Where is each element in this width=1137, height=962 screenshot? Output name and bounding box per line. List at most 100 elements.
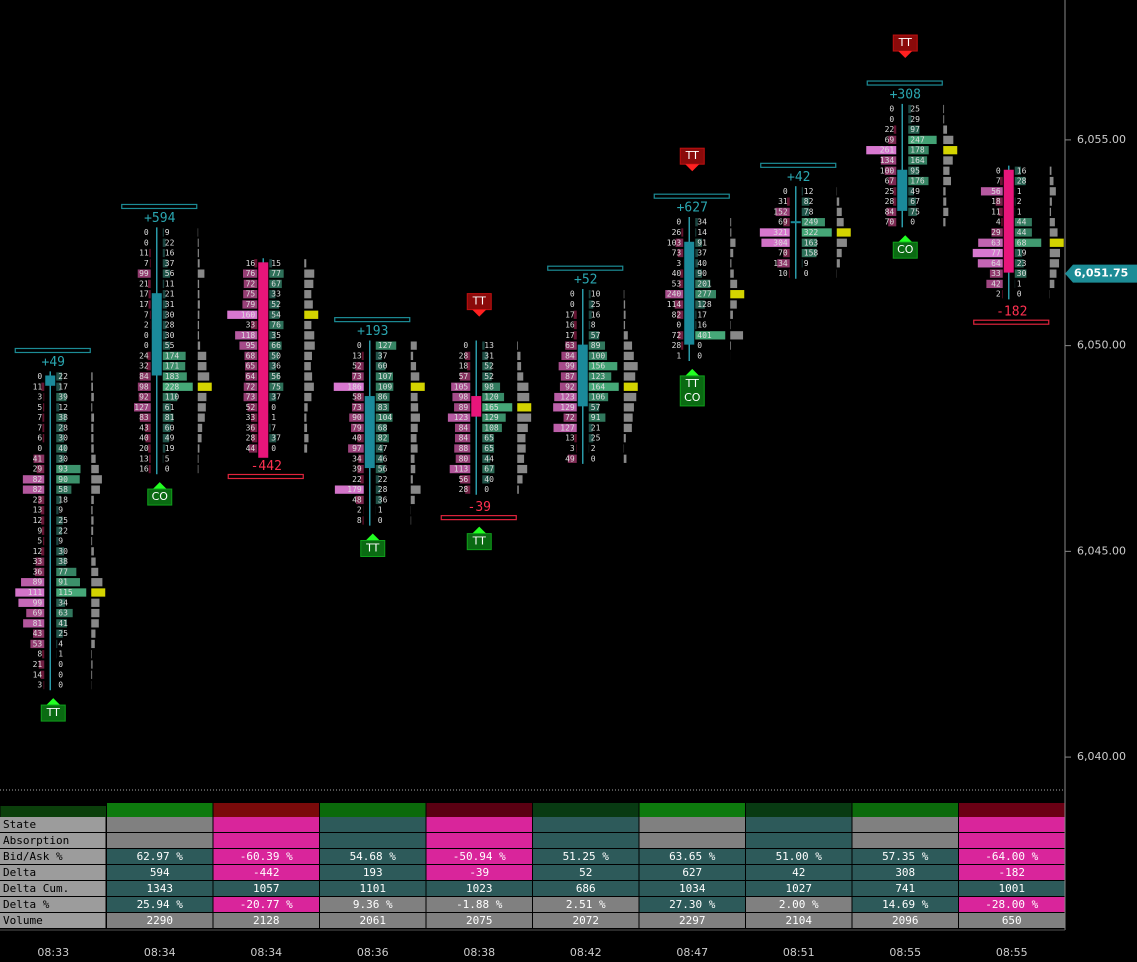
- ask-value: 164: [910, 156, 925, 165]
- bid-bar: [576, 444, 577, 453]
- bid-bar: [148, 444, 151, 453]
- bid-bar: [22, 485, 45, 494]
- state-strip: [426, 803, 532, 817]
- table-cell-value: 2061: [360, 914, 387, 927]
- bid-value: 73: [672, 249, 682, 258]
- volume-profile-bar: [623, 331, 628, 340]
- ask-bar: [801, 259, 803, 268]
- signal-marker: CO: [892, 235, 918, 259]
- ask-value: 164: [591, 382, 606, 391]
- ask-value: 0: [58, 660, 63, 669]
- bid-bar: [40, 506, 45, 515]
- ask-value: 30: [58, 434, 68, 443]
- bid-value: 36: [246, 423, 256, 432]
- bid-bar: [227, 310, 258, 319]
- delta-label: +594: [144, 211, 175, 226]
- bid-value: 134: [880, 156, 895, 165]
- volume-profile-bar: [197, 310, 200, 319]
- bid-value: 17: [565, 310, 575, 319]
- volume-profile-bar: [91, 392, 94, 402]
- ask-bar: [269, 434, 277, 443]
- volume-profile-bar: [91, 608, 100, 618]
- bid-value: 0: [783, 187, 788, 196]
- ask-bar: [269, 259, 273, 268]
- bid-value: 77: [991, 249, 1001, 258]
- bid-bar: [449, 464, 471, 474]
- bid-value: 179: [347, 485, 362, 494]
- bid-value: 69: [33, 609, 43, 618]
- bid-value: 42: [991, 279, 1001, 288]
- bid-bar: [665, 290, 684, 299]
- ask-value: 56: [165, 269, 175, 278]
- table-cell-value: 52: [579, 866, 592, 879]
- bid-bar: [33, 454, 45, 463]
- ask-value: 18: [58, 495, 68, 504]
- ask-value: 40: [697, 259, 707, 268]
- marker-label: TT: [472, 535, 487, 548]
- ask-bar: [162, 413, 174, 422]
- bid-value: 48: [352, 495, 362, 504]
- bid-value: 29: [33, 465, 43, 474]
- bid-value: 72: [672, 331, 682, 340]
- table-cell: [746, 913, 852, 928]
- bid-bar: [677, 310, 684, 319]
- table-cell: [213, 849, 319, 864]
- ask-value: 11: [165, 279, 175, 288]
- ask-bar: [801, 218, 825, 227]
- bid-value: 0: [676, 218, 681, 227]
- ask-bar: [1014, 166, 1021, 175]
- bid-value: 49: [565, 454, 575, 463]
- volume-profile-bar: [517, 423, 528, 433]
- table-cell: [426, 881, 532, 896]
- signal-marker: TT: [892, 34, 918, 59]
- marker-arrow: [46, 698, 61, 706]
- table-row-label: Delta: [3, 866, 36, 879]
- table-cell-value: 2072: [573, 914, 600, 927]
- bid-value: 99: [139, 269, 149, 278]
- ask-value: 52: [484, 372, 494, 381]
- ask-value: 37: [165, 259, 175, 268]
- volume-profile-bar: [623, 300, 626, 309]
- bid-bar: [30, 639, 45, 649]
- table-cell: [320, 833, 426, 848]
- bid-bar: [465, 351, 471, 361]
- x-tick-label: 08:34: [250, 946, 282, 959]
- bid-bar: [460, 475, 471, 484]
- bid-bar: [565, 341, 577, 350]
- bid-value: 28: [885, 197, 895, 206]
- delta-label: +627: [677, 201, 708, 216]
- volume-profile-bar: [91, 485, 100, 494]
- volume-profile-bar: [410, 464, 416, 474]
- ask-bar: [162, 300, 167, 309]
- table-cell: [107, 897, 213, 912]
- volume-profile-bar: [91, 475, 102, 484]
- bid-value: 73: [352, 372, 362, 381]
- table-cell: [213, 913, 319, 928]
- table-cell-value: 2297: [679, 914, 706, 927]
- ask-bar: [1014, 259, 1024, 268]
- ask-value: 30: [58, 454, 68, 463]
- ask-value: 9: [58, 537, 63, 546]
- bid-value: 97: [352, 444, 362, 453]
- table-cell: [959, 833, 1065, 848]
- volume-profile-bar: [730, 310, 733, 319]
- bid-value: 12: [33, 547, 43, 556]
- bid-value: 39: [352, 465, 362, 474]
- ask-bar: [908, 176, 929, 186]
- bid-value: 0: [996, 166, 1001, 175]
- bid-value: 84: [459, 434, 469, 443]
- bid-bar: [786, 197, 790, 206]
- table-cell: [639, 849, 745, 864]
- bid-value: 8: [357, 516, 362, 525]
- ask-value: 75: [271, 382, 281, 391]
- bid-value: 33: [991, 269, 1001, 278]
- bid-bar: [455, 454, 471, 463]
- bid-bar: [41, 382, 45, 391]
- table-row-label: Delta %: [3, 898, 50, 911]
- ask-bar: [162, 423, 171, 433]
- bid-value: 52: [246, 403, 256, 412]
- bid-value: 82: [672, 310, 682, 319]
- table-cell: [213, 865, 319, 880]
- ask-value: 156: [591, 362, 606, 371]
- ask-bar: [56, 485, 72, 494]
